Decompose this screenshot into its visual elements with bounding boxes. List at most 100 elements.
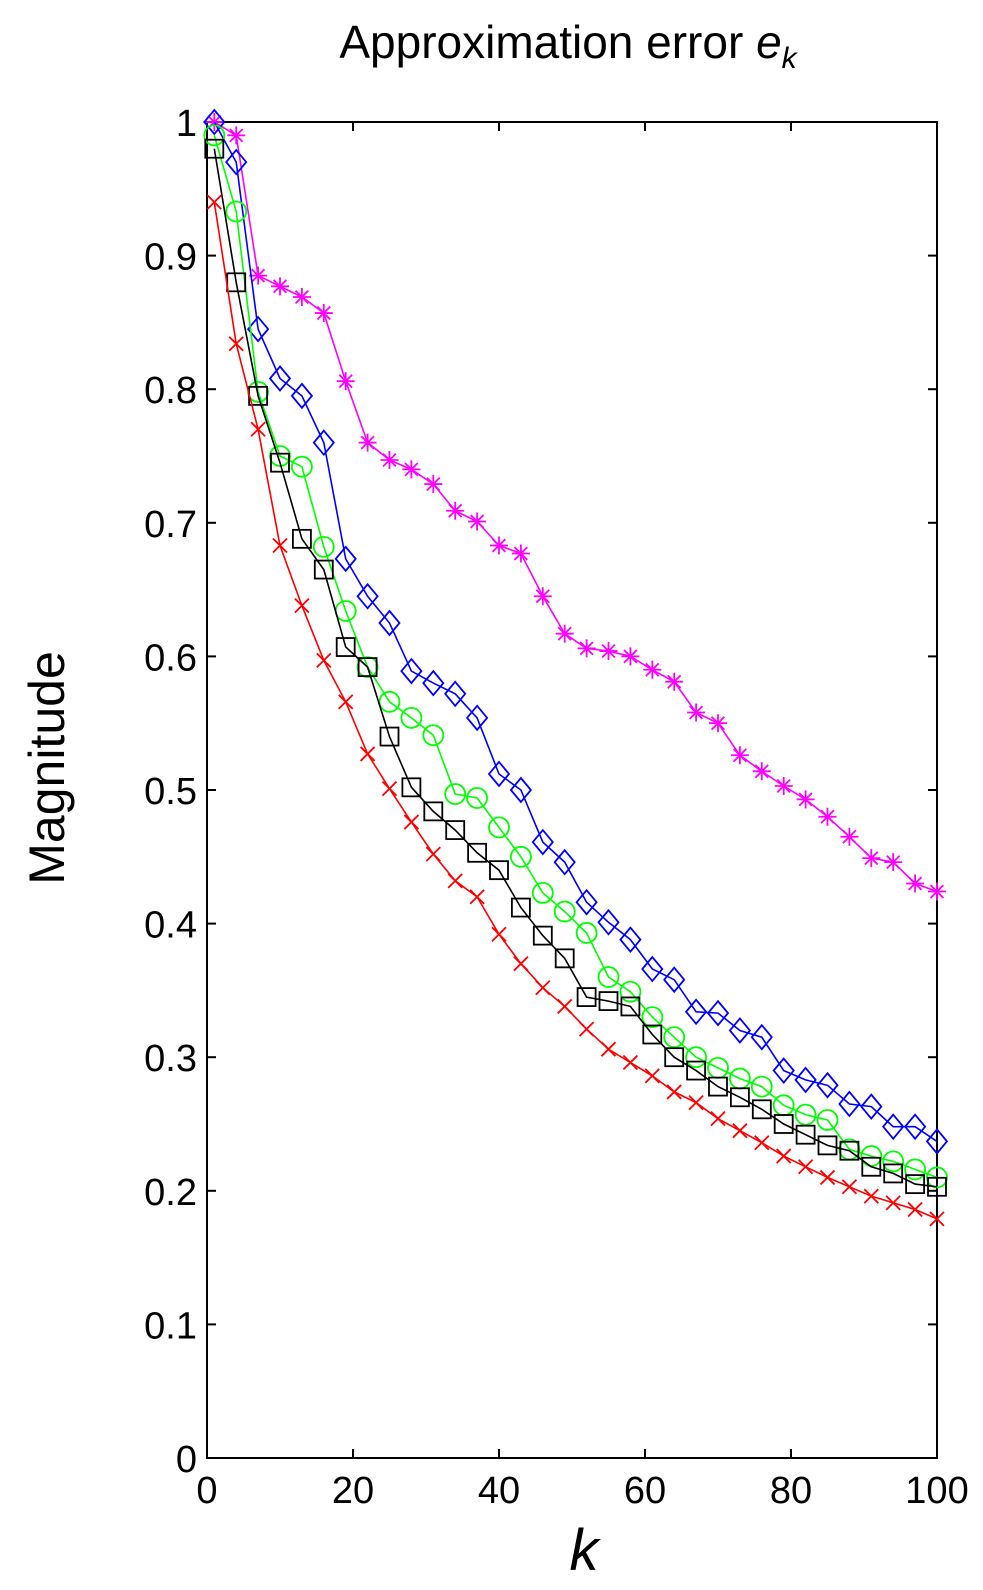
data-point-diamond xyxy=(684,998,708,1026)
series-square xyxy=(204,138,947,1197)
data-point-diamond xyxy=(312,429,335,457)
data-point-asterisk xyxy=(730,746,749,765)
data-point-diamond xyxy=(465,704,489,732)
data-point-x xyxy=(338,694,354,710)
data-point-asterisk xyxy=(490,536,508,555)
data-point-circle xyxy=(619,980,642,1003)
data-point-square xyxy=(883,1163,904,1184)
data-point-asterisk xyxy=(533,587,552,606)
y-tick-label: 0.9 xyxy=(144,237,197,279)
data-point-circle xyxy=(225,200,248,223)
data-point-circle xyxy=(290,455,313,478)
data-point-diamond xyxy=(925,1127,949,1155)
data-point-square xyxy=(510,897,531,918)
data-point-x xyxy=(535,980,551,996)
data-point-diamond xyxy=(706,999,730,1027)
data-point-square xyxy=(357,657,378,677)
series-line xyxy=(213,202,938,1220)
data-point-asterisk xyxy=(424,475,443,494)
data-point-square xyxy=(335,637,356,657)
data-point-circle xyxy=(531,881,554,904)
x-tick-label: 40 xyxy=(478,1470,520,1512)
data-point-square xyxy=(379,726,400,747)
data-point-circle xyxy=(575,922,598,944)
data-point-asterisk xyxy=(446,501,465,520)
series-line xyxy=(213,121,938,893)
data-point-circle xyxy=(641,1006,664,1029)
data-point-x xyxy=(469,889,485,905)
data-point-diamond xyxy=(860,1093,883,1121)
chart-title-sub: k xyxy=(782,42,799,75)
data-point-diamond xyxy=(225,148,248,176)
y-tick-label: 0.4 xyxy=(144,905,197,947)
chart-title-var: e xyxy=(756,16,782,68)
data-point-square xyxy=(773,1114,794,1134)
data-point-asterisk xyxy=(402,460,421,479)
data-point-square xyxy=(861,1156,882,1177)
data-point-asterisk xyxy=(249,266,268,285)
x-tick-label: 60 xyxy=(624,1470,666,1512)
data-point-x xyxy=(491,926,507,942)
data-point-asterisk xyxy=(906,874,925,893)
data-point-x xyxy=(688,1094,704,1111)
data-point-square xyxy=(708,1076,728,1097)
data-point-circle xyxy=(882,1150,905,1173)
data-point-x xyxy=(600,1041,617,1057)
series-line xyxy=(213,121,938,1143)
data-point-asterisk xyxy=(555,624,574,643)
y-tick-label: 0.2 xyxy=(144,1172,197,1214)
data-point-diamond xyxy=(838,1090,861,1118)
data-point-square xyxy=(554,948,575,969)
data-point-asterisk xyxy=(818,807,837,826)
data-point-circle xyxy=(378,690,401,713)
data-point-x xyxy=(403,814,420,830)
data-point-square xyxy=(795,1124,816,1145)
data-point-x xyxy=(316,652,332,669)
data-point-x xyxy=(907,1201,923,1218)
data-point-circle xyxy=(488,816,510,839)
data-point-x xyxy=(250,421,266,437)
data-point-asterisk xyxy=(862,849,881,868)
y-tick-label: 1 xyxy=(176,103,197,145)
data-point-diamond xyxy=(619,926,642,954)
chart-title-text: Approximation error xyxy=(339,16,756,68)
data-point-diamond xyxy=(903,1113,927,1141)
data-point-circle xyxy=(422,724,445,747)
data-point-x xyxy=(513,956,529,972)
data-point-diamond xyxy=(509,776,533,804)
data-point-diamond xyxy=(290,382,314,410)
data-point-x xyxy=(797,1159,814,1175)
data-point-diamond xyxy=(378,609,401,637)
data-point-asterisk xyxy=(840,827,859,846)
series-asterisk xyxy=(205,113,946,901)
data-point-x xyxy=(381,781,398,797)
data-point-square xyxy=(423,801,444,822)
data-point-diamond xyxy=(663,966,686,994)
data-point-asterisk xyxy=(796,790,815,809)
data-point-circle xyxy=(466,787,489,809)
data-point-square xyxy=(204,138,225,159)
data-point-x xyxy=(425,846,441,862)
data-point-diamond xyxy=(575,888,598,916)
data-point-asterisk xyxy=(774,776,793,795)
data-point-x xyxy=(447,873,463,889)
data-point-circle xyxy=(510,845,532,868)
data-point-square xyxy=(817,1135,838,1156)
data-point-x xyxy=(754,1135,770,1151)
x-tick-label: 80 xyxy=(770,1470,812,1512)
data-point-asterisk xyxy=(468,512,487,531)
series-line xyxy=(213,135,938,1179)
data-point-circle xyxy=(312,535,335,558)
data-point-diamond xyxy=(728,1017,752,1044)
data-point-diamond xyxy=(203,108,226,136)
data-point-diamond xyxy=(400,657,423,685)
data-point-square xyxy=(445,820,466,840)
data-point-diamond xyxy=(882,1113,905,1141)
data-point-square xyxy=(598,991,619,1011)
data-point-square xyxy=(642,1024,663,1045)
data-point-asterisk xyxy=(665,672,684,691)
series-diamond xyxy=(203,108,949,1155)
data-point-diamond xyxy=(531,828,554,856)
data-point-diamond xyxy=(444,680,467,708)
